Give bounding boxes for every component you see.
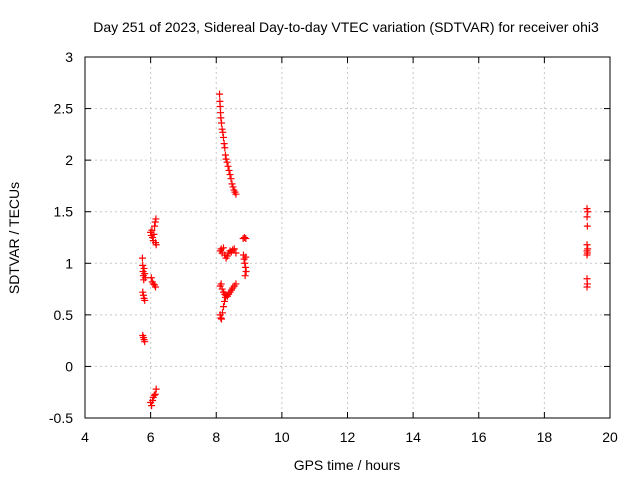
data-point	[139, 261, 147, 269]
data-point	[228, 180, 236, 188]
x-tick-label: 4	[81, 429, 89, 445]
data-point	[152, 385, 160, 393]
data-point	[219, 128, 227, 136]
data-point	[227, 175, 235, 183]
data-point	[232, 280, 240, 288]
data-point	[221, 151, 229, 159]
y-tick-label: 1.5	[54, 204, 74, 220]
x-tick-label: 12	[340, 429, 356, 445]
data-point	[217, 314, 225, 322]
data-points	[138, 90, 592, 410]
data-point	[141, 274, 149, 282]
x-tick-label: 10	[274, 429, 290, 445]
data-point	[230, 245, 238, 253]
data-point	[218, 125, 226, 133]
y-tick-label: 0.5	[54, 307, 74, 323]
y-tick-label: 2.5	[54, 101, 74, 117]
grid-lines	[85, 57, 610, 418]
data-point	[141, 338, 149, 346]
x-tick-label: 6	[147, 429, 155, 445]
data-point	[223, 158, 231, 166]
data-point	[152, 283, 160, 291]
x-tick-label: 18	[537, 429, 553, 445]
data-point	[225, 166, 233, 174]
data-point	[147, 274, 155, 282]
data-point	[217, 114, 225, 122]
y-tick-label: 0	[65, 358, 73, 374]
data-point	[218, 285, 226, 293]
data-point	[148, 402, 156, 410]
data-point	[583, 213, 591, 221]
data-point	[241, 272, 249, 280]
data-point	[240, 234, 248, 241]
data-point	[583, 222, 591, 230]
data-point	[217, 280, 225, 288]
data-point	[226, 171, 234, 179]
data-point	[139, 288, 147, 296]
data-point	[218, 119, 225, 127]
data-point	[220, 297, 228, 305]
data-point	[583, 241, 591, 249]
x-tick-label: 16	[471, 429, 487, 445]
y-tick-label: 3	[65, 49, 73, 65]
data-point	[232, 190, 240, 198]
data-point	[584, 208, 592, 216]
y-axis-label: SDTVAR / TECUs	[6, 182, 22, 294]
data-point	[149, 234, 157, 241]
data-point	[218, 309, 226, 317]
x-tick-label: 20	[602, 429, 618, 445]
data-point	[140, 264, 148, 272]
data-point	[222, 155, 230, 163]
data-point	[149, 396, 157, 404]
chart-title: Day 251 of 2023, Sidereal Day-to-day VTE…	[93, 19, 599, 35]
data-point	[583, 283, 591, 291]
x-axis-label: GPS time / hours	[294, 457, 401, 473]
data-point	[221, 293, 229, 301]
data-point	[583, 205, 591, 213]
axis-ticks	[84, 56, 611, 419]
y-tick-labels: -0.5 0 0.5 1 1.5 2 2.5 3	[49, 49, 73, 426]
data-point	[148, 226, 156, 234]
data-point	[141, 296, 149, 304]
data-point	[241, 263, 249, 271]
data-point	[232, 249, 240, 257]
data-point	[151, 390, 159, 398]
x-tick-labels: 4 6 8 10 12 14 16 18 20	[81, 429, 618, 445]
data-point	[216, 103, 224, 111]
data-point	[219, 303, 227, 311]
x-tick-label: 14	[405, 429, 421, 445]
data-point	[152, 241, 160, 249]
data-point	[242, 268, 250, 276]
data-point	[151, 222, 159, 230]
y-tick-label: 2	[65, 152, 73, 168]
data-point	[139, 291, 147, 299]
data-point	[151, 218, 159, 226]
data-point	[224, 162, 232, 170]
data-point	[221, 144, 229, 152]
data-point	[583, 251, 591, 259]
data-point	[241, 259, 249, 267]
data-point	[138, 254, 146, 262]
data-point	[218, 315, 225, 323]
data-point	[219, 244, 227, 252]
y-tick-label: -0.5	[49, 410, 73, 426]
data-point	[150, 391, 158, 399]
data-point	[223, 252, 231, 260]
data-point	[216, 90, 224, 98]
data-point	[242, 235, 250, 243]
data-point	[219, 133, 227, 141]
data-point	[242, 253, 250, 261]
data-point	[150, 230, 158, 238]
data-point	[141, 270, 149, 278]
data-point	[152, 215, 160, 223]
data-point	[229, 183, 237, 191]
y-tick-label: 1	[65, 255, 73, 271]
data-point	[220, 140, 228, 148]
x-tick-label: 8	[212, 429, 220, 445]
data-point	[229, 246, 237, 254]
